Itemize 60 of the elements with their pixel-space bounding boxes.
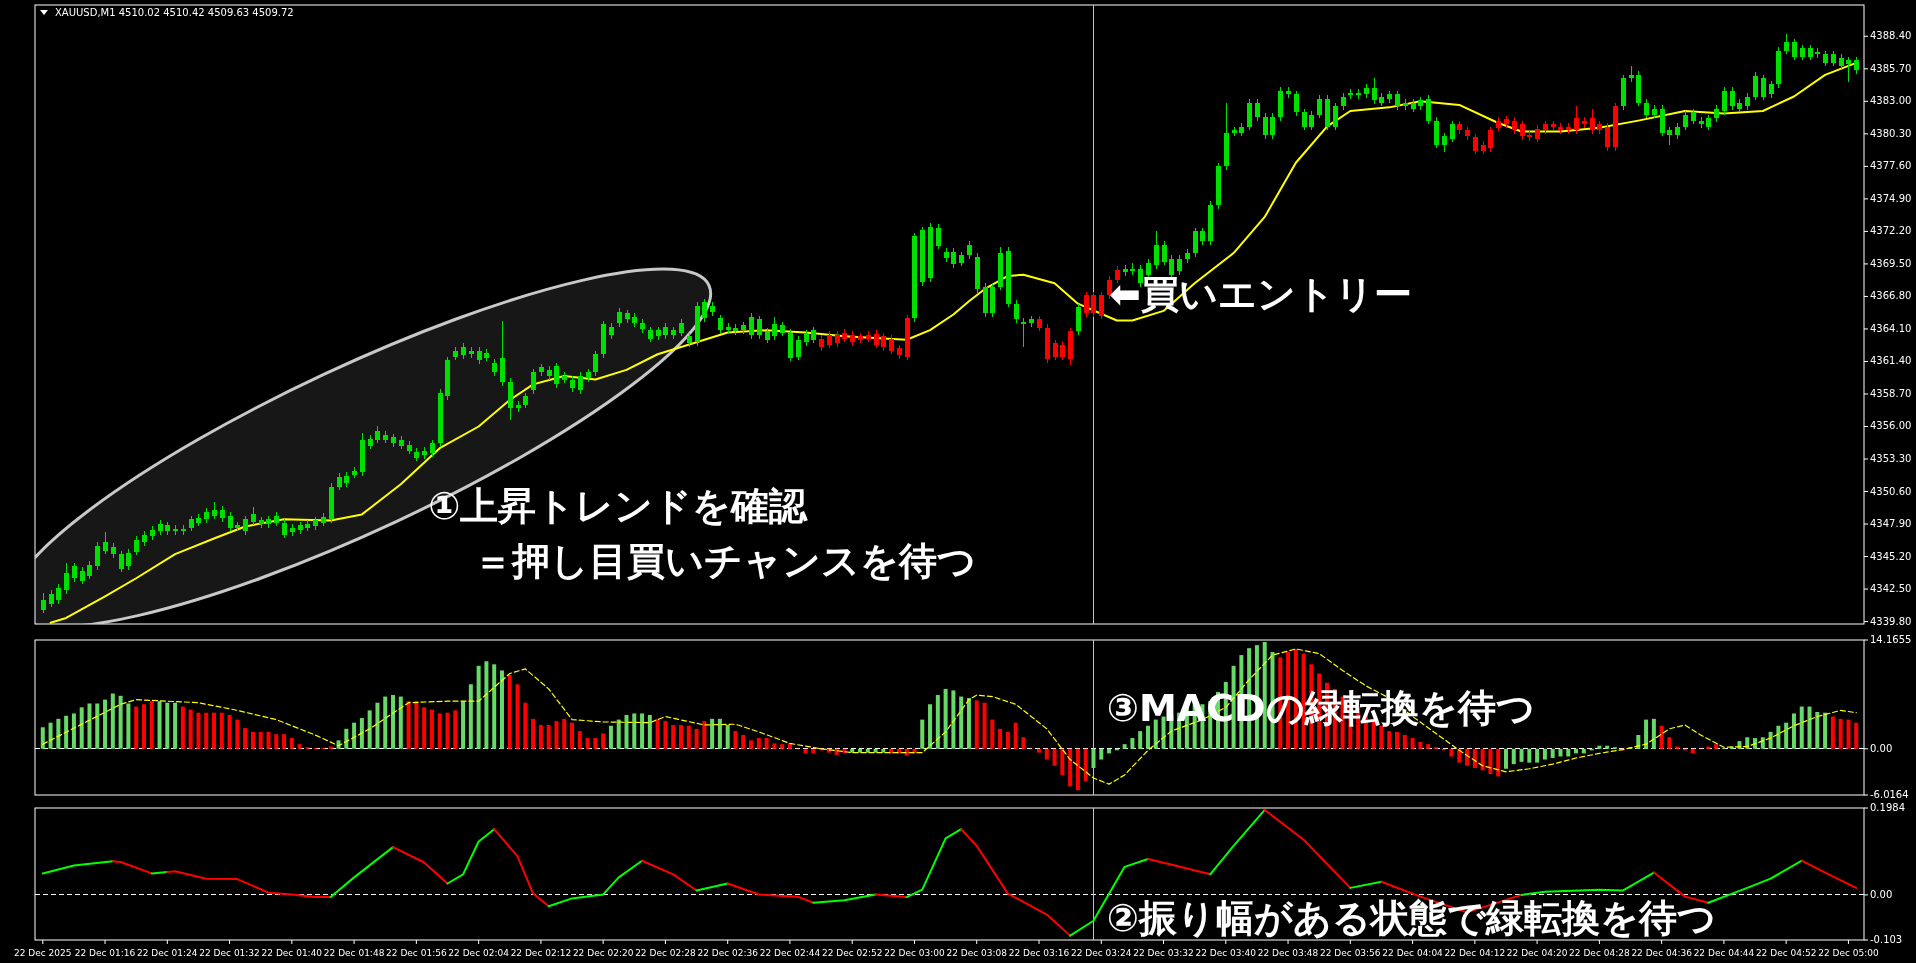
y-tick-label: 4374.90	[1870, 192, 1912, 204]
y-tick-label: 4342.50	[1870, 583, 1912, 595]
x-tick-label: 22 Dec 01:32	[199, 948, 260, 958]
x-tick-label: 22 Dec 02:44	[759, 948, 821, 958]
x-tick-label: 22 Dec 02:36	[697, 948, 759, 958]
x-tick-label: 22 Dec 03:08	[946, 948, 1008, 958]
y-tick-label: 4383.00	[1870, 95, 1912, 107]
annotation: ①上昇トレンドを確認	[428, 483, 809, 528]
x-tick-label: 22 Dec 04:28	[1569, 948, 1630, 958]
x-tick-label: 22 Dec 05:00	[1818, 948, 1879, 958]
y-tick-label: 4385.70	[1870, 62, 1912, 74]
x-tick-label: 22 Dec 03:00	[884, 948, 946, 958]
x-tick-label: 22 Dec 03:56	[1320, 948, 1381, 958]
y-tick-label: 4353.30	[1870, 453, 1912, 465]
x-tick-label: 22 Dec 01:16	[74, 948, 136, 958]
y-tick-label: 4347.90	[1870, 518, 1912, 530]
y-tick-label: 4339.80	[1870, 615, 1912, 627]
y-tick-label: 4350.60	[1870, 485, 1912, 497]
x-tick-label: 22 Dec 01:48	[323, 948, 385, 958]
y-tick-label: 4377.60	[1870, 160, 1912, 172]
y-tick-label: 0.1984	[1870, 802, 1905, 813]
y-tick-label: 0.00	[1870, 742, 1893, 754]
x-tick-label: 22 Dec 04:12	[1444, 948, 1506, 958]
y-tick-label: 0.00	[1870, 888, 1893, 900]
x-tick-label: 22 Dec 02:52	[821, 948, 883, 958]
x-tick-label: 22 Dec 03:16	[1008, 948, 1070, 958]
x-tick-label: 22 Dec 03:32	[1133, 948, 1194, 958]
x-tick-label: 22 Dec 04:36	[1631, 948, 1693, 958]
x-tick-label: 22 Dec 03:40	[1195, 948, 1257, 958]
y-tick-label: 4366.80	[1870, 290, 1912, 302]
x-tick-label: 22 Dec 03:48	[1257, 948, 1319, 958]
y-tick-label: 4345.20	[1870, 550, 1912, 562]
x-tick-label: 22 Dec 01:40	[261, 948, 323, 958]
x-tick-label: 22 Dec 03:24	[1071, 948, 1132, 958]
chart-title: XAUUSD,M1 4510.02 4510.42 4509.63 4509.72	[55, 7, 294, 18]
x-tick-label: 22 Dec 02:12	[510, 948, 572, 958]
x-tick-label: 22 Dec 01:24	[137, 948, 198, 958]
x-tick-label: 22 Dec 02:20	[572, 948, 634, 958]
y-tick-label: 14.1655	[1870, 634, 1912, 645]
annotation: ＝押し目買いチャンスを待つ	[473, 539, 976, 584]
y-tick-label: -6.0164	[1870, 789, 1909, 800]
y-tick-label: 4372.20	[1870, 225, 1912, 237]
y-tick-label: -0.103	[1870, 934, 1903, 945]
y-tick-label: 4361.40	[1870, 355, 1912, 367]
x-tick-label: 22 Dec 02:04	[448, 948, 510, 958]
x-tick-label: 22 Dec 2025	[14, 948, 72, 958]
annotation: ②振り幅がある状態で緑転換を待つ	[1106, 895, 1716, 940]
x-tick-label: 22 Dec 01:56	[386, 948, 447, 958]
y-tick-label: 4356.00	[1870, 420, 1912, 432]
y-tick-label: 4364.10	[1870, 322, 1912, 334]
x-tick-label: 22 Dec 04:04	[1382, 948, 1444, 958]
y-tick-label: 4388.40	[1870, 30, 1912, 42]
x-tick-label: 22 Dec 02:28	[635, 948, 696, 958]
y-tick-label: 4369.50	[1870, 257, 1912, 269]
x-tick-label: 22 Dec 04:52	[1755, 948, 1817, 958]
x-tick-label: 22 Dec 04:44	[1693, 948, 1755, 958]
y-tick-label: 4358.70	[1870, 387, 1912, 399]
annotation: ⬅買いエントリー	[1109, 271, 1412, 316]
y-tick-label: 4380.30	[1870, 127, 1912, 139]
x-tick-label: 22 Dec 04:20	[1506, 948, 1568, 958]
